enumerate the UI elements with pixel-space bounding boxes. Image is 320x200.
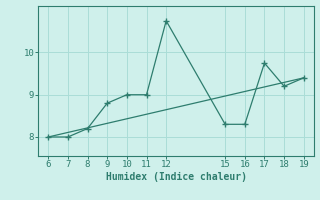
X-axis label: Humidex (Indice chaleur): Humidex (Indice chaleur) [106, 172, 246, 182]
